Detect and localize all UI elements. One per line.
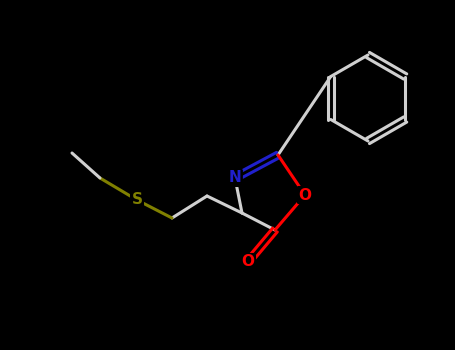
Text: N: N (228, 170, 241, 186)
Text: S: S (131, 193, 142, 208)
Text: O: O (298, 188, 312, 203)
Text: O: O (242, 254, 254, 270)
